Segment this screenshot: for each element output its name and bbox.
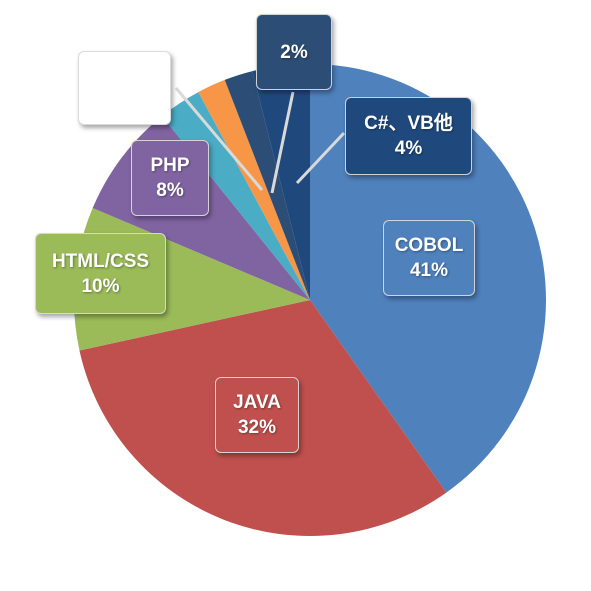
data-label-small-slice	[78, 51, 171, 125]
label-category: HTML/CSS	[51, 250, 150, 272]
pie-slice-7	[252, 64, 310, 300]
label-category: COBOL	[394, 235, 464, 256]
leader-lines	[174, 87, 346, 194]
data-label-html-css: HTML/CSS 10%	[35, 233, 166, 314]
label-value: 8%	[156, 180, 184, 201]
label-value: 10%	[81, 275, 120, 297]
label-category: JAVA	[233, 392, 281, 413]
pie-slice-6	[224, 71, 310, 300]
leader-line-6	[270, 91, 295, 194]
data-label-two-percent: 2%	[256, 14, 332, 90]
data-label-csharp-vb: C#、VB他 4%	[345, 97, 472, 175]
data-label-java: JAVA 32%	[215, 377, 299, 453]
label-category: C#、VB他	[364, 113, 453, 134]
label-category: PHP	[150, 155, 190, 176]
label-value: 41%	[409, 260, 449, 281]
data-label-cobol: COBOL 41%	[383, 220, 475, 296]
label-value: 4%	[394, 138, 423, 159]
data-label-php: PHP 8%	[131, 140, 209, 216]
pie-slice-5	[198, 79, 310, 300]
label-value: 32%	[237, 417, 277, 438]
label-value: 2%	[280, 41, 308, 63]
leader-line-4	[174, 87, 264, 191]
leader-line-7	[295, 131, 346, 185]
